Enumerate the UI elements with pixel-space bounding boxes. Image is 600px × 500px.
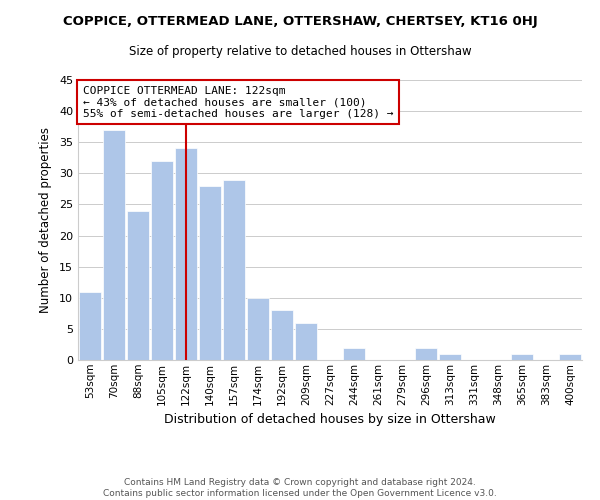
Bar	[295, 322, 317, 360]
Bar	[127, 210, 149, 360]
Text: COPPICE OTTERMEAD LANE: 122sqm
← 43% of detached houses are smaller (100)
55% of: COPPICE OTTERMEAD LANE: 122sqm ← 43% of …	[83, 86, 394, 119]
X-axis label: Distribution of detached houses by size in Ottershaw: Distribution of detached houses by size …	[164, 413, 496, 426]
Text: Size of property relative to detached houses in Ottershaw: Size of property relative to detached ho…	[128, 45, 472, 58]
Bar	[103, 130, 125, 360]
Bar	[511, 354, 533, 360]
Bar	[247, 298, 269, 360]
Text: COPPICE, OTTERMEAD LANE, OTTERSHAW, CHERTSEY, KT16 0HJ: COPPICE, OTTERMEAD LANE, OTTERSHAW, CHER…	[62, 15, 538, 28]
Bar	[223, 180, 245, 360]
Bar	[79, 292, 101, 360]
Bar	[343, 348, 365, 360]
Bar	[415, 348, 437, 360]
Bar	[151, 161, 173, 360]
Bar	[199, 186, 221, 360]
Bar	[559, 354, 581, 360]
Bar	[175, 148, 197, 360]
Bar	[439, 354, 461, 360]
Y-axis label: Number of detached properties: Number of detached properties	[39, 127, 52, 313]
Bar	[271, 310, 293, 360]
Text: Contains HM Land Registry data © Crown copyright and database right 2024.
Contai: Contains HM Land Registry data © Crown c…	[103, 478, 497, 498]
